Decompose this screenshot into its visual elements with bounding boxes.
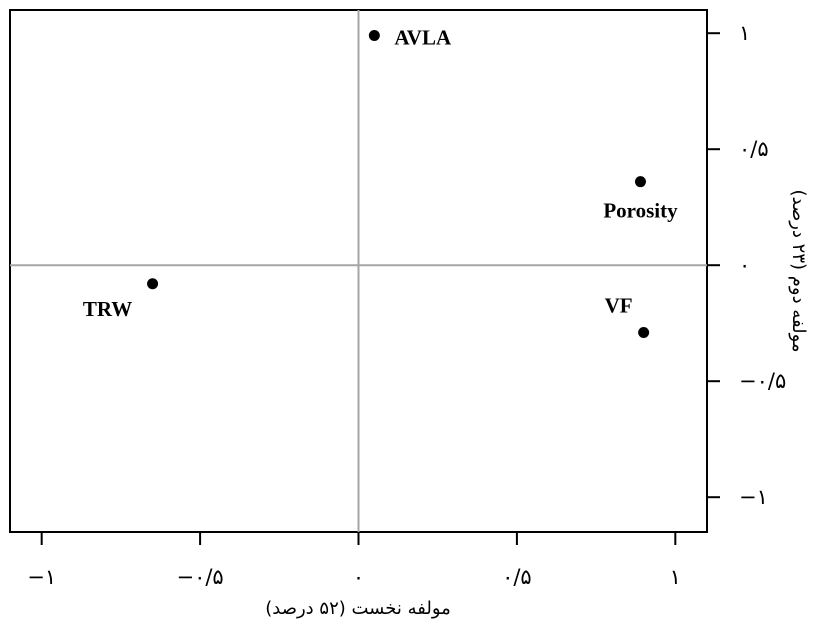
point-label: Porosity bbox=[603, 199, 678, 223]
data-points: AVLA Porosity TRW VF bbox=[83, 26, 678, 338]
x-tick-label: −۱ bbox=[27, 565, 56, 589]
x-axis: −۱ −۰/۵ ۰ ۰/۵ ۱ bbox=[27, 532, 681, 589]
y-axis: ۱ ۰/۵ ۰ −۰/۵ −۱ bbox=[707, 21, 786, 509]
data-point bbox=[147, 278, 159, 290]
y-tick-label: ۰ bbox=[739, 253, 750, 277]
y-tick-label: ۰/۵ bbox=[739, 137, 769, 161]
reference-lines bbox=[10, 10, 707, 532]
y-tick-label: ۱ bbox=[739, 21, 750, 45]
point-label: AVLA bbox=[394, 26, 452, 50]
x-tick-label: −۰/۵ bbox=[176, 565, 223, 589]
x-tick-label: ۰ bbox=[353, 565, 364, 589]
y-tick-label: −۱ bbox=[739, 485, 768, 509]
y-axis-title: مولفه دوم (۲۳ درصد) bbox=[788, 189, 809, 352]
x-tick-label: ۱ bbox=[670, 565, 681, 589]
x-tick-label: ۰/۵ bbox=[502, 565, 532, 589]
data-point bbox=[368, 30, 380, 42]
data-point bbox=[634, 176, 646, 188]
point-label: VF bbox=[605, 293, 633, 317]
y-tick-label: −۰/۵ bbox=[739, 369, 786, 393]
x-axis-title: مولفه نخست (۵۲ درصد) bbox=[265, 598, 451, 619]
data-point bbox=[638, 326, 650, 338]
point-label: TRW bbox=[83, 297, 132, 321]
